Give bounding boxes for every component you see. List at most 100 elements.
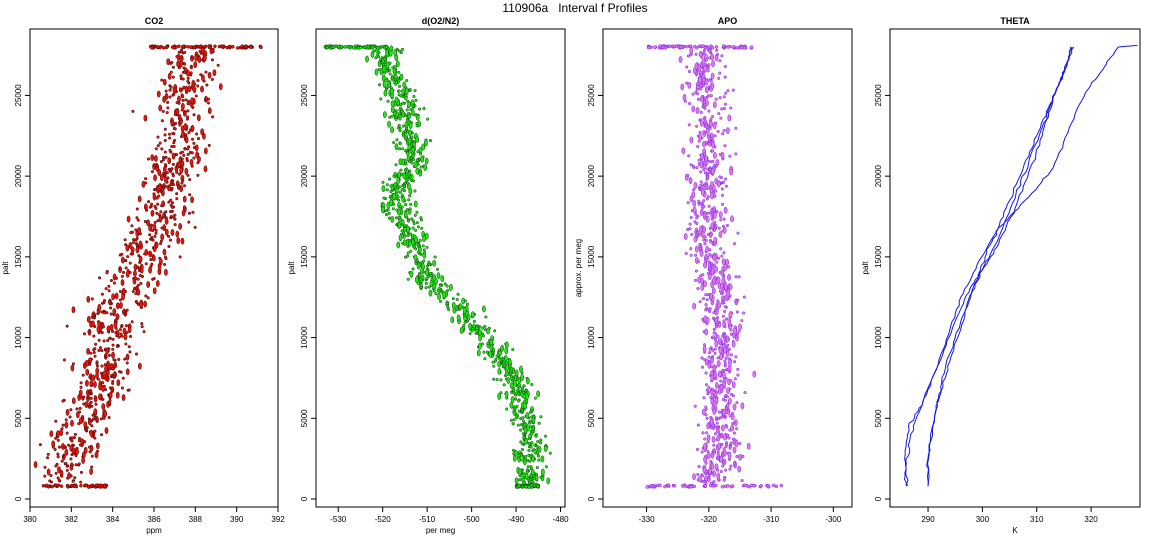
apo-data-point	[714, 97, 718, 101]
apo-data-point	[689, 247, 693, 251]
co2-base-point	[45, 483, 49, 488]
co2-data-point	[60, 474, 64, 478]
co2-data-point	[111, 347, 115, 351]
do2n2-data-point	[428, 289, 433, 297]
apo-data-point	[711, 115, 715, 119]
co2-data-point	[182, 153, 186, 157]
co2-data-point	[155, 211, 159, 215]
do2n2-data-point	[543, 434, 548, 438]
apo-data-point	[731, 394, 735, 398]
do2n2-data-point	[399, 110, 404, 114]
do2n2-base-point	[536, 484, 540, 489]
do2n2-data-point	[492, 364, 496, 368]
apo-data-point	[707, 63, 711, 67]
co2-data-point	[79, 381, 83, 385]
do2n2-data-point	[407, 143, 412, 151]
co2-data-point	[95, 419, 99, 423]
do2n2-data-point	[388, 49, 393, 57]
apo-data-point	[699, 170, 703, 174]
co2-data-point	[70, 462, 74, 466]
apo-data-point	[729, 353, 733, 357]
apo-data-point	[722, 128, 726, 133]
co2-data-point	[140, 322, 144, 326]
co2-data-point	[61, 399, 65, 403]
co2-data-point	[176, 60, 180, 68]
apo-data-point	[694, 227, 699, 231]
do2n2-data-point	[516, 384, 520, 389]
do2n2-data-point	[523, 426, 528, 434]
co2-data-point	[62, 358, 66, 362]
apo-data-point	[705, 140, 709, 144]
apo-data-point	[724, 283, 728, 291]
apo-data-point	[712, 327, 716, 331]
do2n2-data-point	[525, 470, 529, 474]
co2-data-point	[125, 244, 130, 252]
co2-data-point	[169, 169, 173, 173]
theta-title: THETA	[1000, 16, 1030, 26]
co2-data-point	[140, 274, 145, 279]
apo-data-point	[702, 140, 706, 148]
co2-data-point	[134, 238, 138, 242]
do2n2-data-point	[521, 416, 525, 420]
co2-data-point	[187, 85, 192, 93]
co2-data-point	[190, 164, 194, 168]
do2n2-data-point	[386, 99, 390, 103]
co2-cap-point	[192, 45, 197, 49]
apo-data-point	[714, 224, 718, 228]
co2-data-point	[93, 408, 98, 416]
co2-cap-point	[172, 46, 176, 50]
apo-data-point	[719, 353, 723, 361]
apo-data-point	[713, 347, 717, 351]
co2-data-point	[64, 421, 69, 429]
apo-data-point	[707, 351, 712, 355]
apo-data-point	[704, 481, 708, 485]
co2-data-point	[93, 416, 97, 420]
apo-data-point	[746, 442, 751, 450]
apo-data-point	[689, 195, 694, 203]
apo-data-point	[709, 94, 713, 98]
apo-data-point	[695, 166, 699, 170]
co2-data-point	[111, 337, 115, 341]
do2n2-data-point	[397, 222, 402, 229]
apo-data-point	[729, 464, 733, 468]
apo-data-point	[719, 218, 723, 222]
co2-data-point	[196, 84, 200, 88]
co2-data-point	[65, 468, 69, 472]
apo-xtick-label: -310	[763, 515, 780, 524]
apo-data-point	[720, 187, 724, 191]
apo-data-point	[716, 180, 721, 188]
do2n2-data-point	[413, 213, 417, 217]
co2-data-point	[56, 430, 60, 438]
co2-data-point	[173, 223, 177, 227]
do2n2-data-point	[405, 208, 409, 212]
co2-data-point	[120, 386, 124, 390]
do2n2-data-point	[514, 369, 519, 377]
do2n2-data-point	[385, 49, 389, 57]
co2-data-point	[207, 101, 211, 105]
apo-data-point	[710, 192, 714, 200]
do2n2-data-point	[415, 158, 419, 162]
apo-data-point	[728, 154, 732, 158]
apo-data-point	[735, 401, 739, 405]
do2n2-data-point	[432, 274, 437, 281]
do2n2-data-point	[512, 454, 517, 462]
co2-data-point	[107, 415, 111, 420]
apo-data-point	[717, 410, 721, 414]
co2-data-point	[115, 334, 119, 338]
apo-data-point	[723, 346, 728, 354]
apo-data-point	[686, 54, 690, 58]
co2-data-point	[90, 465, 94, 469]
co2-data-point	[139, 266, 144, 274]
do2n2-data-point	[439, 299, 443, 303]
do2n2-data-point	[504, 390, 509, 398]
co2-data-point	[211, 115, 215, 119]
do2n2-data-point	[436, 267, 440, 271]
apo-data-point	[734, 275, 738, 279]
co2-data-point	[180, 150, 185, 154]
do2n2-data-point	[516, 455, 520, 460]
co2-data-point	[186, 79, 190, 83]
apo-base-point	[681, 484, 685, 488]
do2n2-data-point	[416, 262, 421, 270]
co2-data-point	[150, 202, 154, 206]
apo-data-point	[710, 82, 715, 90]
